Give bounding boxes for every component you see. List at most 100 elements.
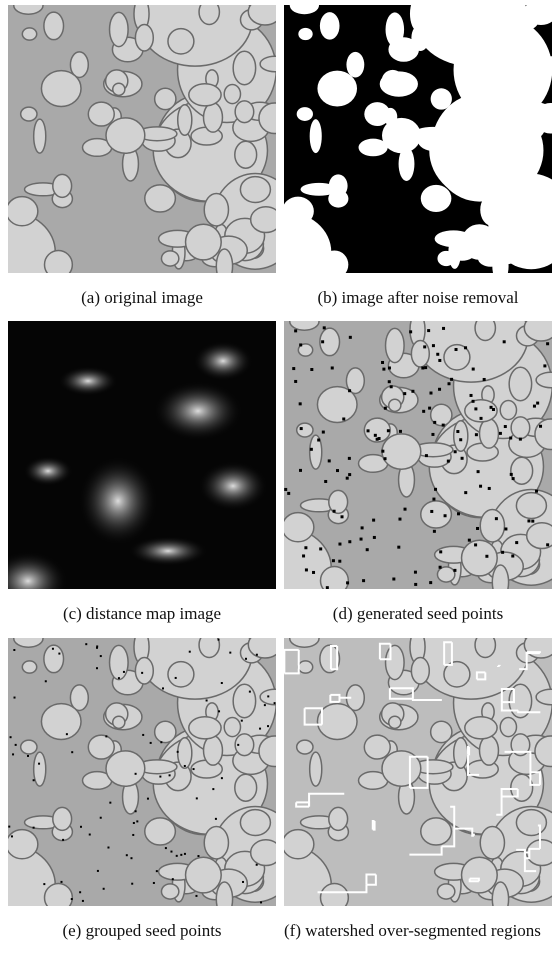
cell — [233, 684, 255, 717]
seed-point — [328, 459, 331, 462]
seed-point — [13, 649, 15, 651]
seed-point — [221, 682, 223, 684]
seed-point — [374, 434, 377, 437]
seed-point — [438, 388, 441, 391]
seed-point — [170, 851, 172, 853]
seed-point — [162, 687, 164, 689]
cell — [386, 12, 405, 46]
cell — [189, 84, 221, 106]
seed-point — [501, 551, 504, 554]
cell — [235, 774, 257, 801]
seed-point — [511, 555, 514, 558]
cell — [389, 716, 401, 728]
seed-point — [535, 490, 538, 493]
cell — [509, 367, 531, 400]
seed-point — [302, 554, 305, 557]
seed-point — [195, 895, 197, 897]
glow-blob — [198, 461, 268, 511]
cell — [454, 738, 468, 769]
seed-point — [249, 691, 251, 693]
seed-point — [387, 429, 390, 432]
seed-point — [242, 881, 244, 883]
seed-point — [172, 878, 174, 880]
seed-point — [539, 425, 542, 428]
seed-point — [156, 870, 158, 872]
cell — [106, 118, 145, 153]
cell — [317, 704, 357, 740]
cell — [511, 141, 533, 168]
seed-point — [331, 366, 334, 369]
page: (a) original image (b) image after noise… — [0, 0, 552, 965]
cell — [145, 185, 176, 212]
glow-blob — [23, 456, 73, 486]
seed-point — [97, 870, 99, 872]
cell — [516, 177, 546, 203]
cell — [216, 249, 232, 273]
seed-point — [43, 883, 45, 885]
seed-point — [472, 400, 475, 403]
cell — [454, 421, 468, 452]
seed-point — [388, 366, 391, 369]
cell — [475, 321, 495, 340]
seed-point — [439, 550, 442, 553]
seed-point — [398, 518, 401, 521]
glow-blob — [193, 341, 253, 381]
caption: (e) grouped seed points — [8, 920, 276, 942]
seed-point — [477, 470, 480, 473]
seed-point — [509, 436, 512, 439]
cell — [462, 224, 498, 260]
cell — [500, 717, 516, 736]
cell — [251, 207, 276, 233]
region-boundary — [468, 747, 469, 754]
cell — [161, 884, 178, 899]
seed-point — [436, 353, 439, 356]
seed-point — [432, 344, 435, 347]
cell — [411, 658, 429, 684]
seed-point — [472, 368, 475, 371]
cell — [145, 818, 176, 845]
seed-point — [14, 697, 16, 699]
seed-point — [118, 677, 120, 679]
seed-point — [189, 651, 191, 653]
seed-point — [218, 710, 220, 712]
seed-point — [215, 818, 217, 820]
cell — [346, 52, 364, 78]
seed-point — [159, 776, 161, 778]
seed-point — [531, 520, 534, 523]
cell — [8, 197, 38, 226]
glow-blob — [153, 381, 243, 441]
seed-point — [131, 883, 133, 885]
seed-point — [384, 407, 387, 410]
cell — [186, 224, 222, 260]
seed-point — [58, 653, 60, 655]
seed-point — [450, 378, 453, 381]
seed-point — [66, 733, 68, 735]
cell — [386, 645, 405, 679]
seed-point — [348, 457, 351, 460]
cell — [21, 740, 37, 754]
seed-point — [299, 402, 302, 405]
seed-point — [338, 543, 341, 546]
seed-point — [184, 765, 186, 767]
cell — [511, 417, 530, 439]
seed-point — [499, 432, 502, 435]
seed-point — [366, 548, 369, 551]
cell — [45, 250, 73, 273]
seed-point — [96, 667, 98, 669]
seed-point — [453, 569, 456, 572]
cell — [431, 88, 452, 109]
seed-point — [12, 753, 14, 755]
seed-point — [299, 469, 302, 472]
seed-point — [519, 438, 522, 441]
cell — [310, 119, 322, 153]
panel-image — [8, 5, 276, 273]
cell — [189, 717, 221, 739]
seed-point — [10, 736, 12, 738]
seed-point — [274, 702, 276, 704]
cell — [421, 185, 452, 212]
seed-point — [133, 822, 135, 824]
cell — [168, 662, 194, 687]
seed-point — [397, 546, 400, 549]
seed-point — [447, 460, 450, 463]
cell — [41, 704, 81, 740]
